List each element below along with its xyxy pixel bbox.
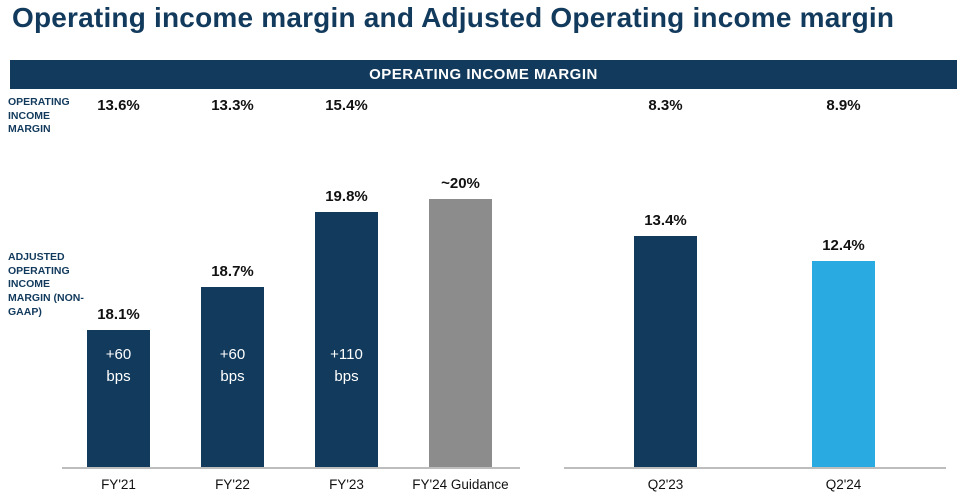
- axis-baseline-1: [62, 467, 520, 469]
- operating-margin-value-q2-24: 8.9%: [826, 97, 861, 114]
- bps-annotation-line: bps: [334, 367, 359, 385]
- bar-value-fy-21: 18.1%: [97, 306, 140, 323]
- bps-annotation-fy-23: +110 bps: [315, 344, 378, 388]
- bar-value-q2-24: 12.4%: [822, 237, 865, 254]
- bps-annotation-fy-22: +60 bps: [201, 344, 264, 388]
- operating-margin-value-fy-23: 15.4%: [325, 97, 368, 114]
- axis-label-fy-21: FY'21: [101, 477, 136, 492]
- bps-annotation-fy-21: +60 bps: [87, 344, 150, 388]
- operating-margin-value-fy-22: 13.3%: [211, 97, 254, 114]
- bar-fy-24-guidance: [429, 199, 492, 467]
- operating-margin-value-fy-21: 13.6%: [97, 97, 140, 114]
- bps-annotation-line: +60: [105, 346, 132, 363]
- axis-baseline-2: [564, 467, 946, 469]
- axis-label-q2-23: Q2'23: [647, 477, 684, 492]
- bps-annotation-line: +60: [219, 346, 246, 363]
- bar-q2-23: [634, 236, 697, 467]
- bps-annotation-line: bps: [106, 367, 131, 385]
- axis-label-fy-22: FY'22: [215, 477, 250, 492]
- bar-fy-21: [87, 330, 150, 467]
- bar-fy-22: [201, 287, 264, 467]
- operating-margin-value-q2-23: 8.3%: [648, 97, 683, 114]
- bar-q2-24: [812, 261, 875, 467]
- bps-annotation-line: bps: [220, 367, 245, 385]
- bar-value-fy-23: 19.8%: [325, 188, 368, 205]
- bps-annotation-line: +110: [330, 346, 363, 363]
- axis-label-fy-23: FY'23: [329, 477, 364, 492]
- bar-value-fy-24-guidance: ~20%: [441, 175, 480, 192]
- axis-label-fy-24-guidance: FY'24 Guidance: [412, 477, 509, 492]
- bar-value-fy-22: 18.7%: [211, 263, 254, 280]
- section-banner: OPERATING INCOME MARGIN: [10, 60, 957, 89]
- adjusted-operating-income-margin-row-label: ADJUSTED OPERATING INCOME MARGIN (NON-GA…: [8, 251, 84, 318]
- page-title: Operating income margin and Adjusted Ope…: [12, 2, 895, 33]
- axis-label-q2-24: Q2'24: [825, 477, 862, 492]
- bar-value-q2-23: 13.4%: [644, 212, 687, 229]
- section-banner-label: OPERATING INCOME MARGIN: [369, 66, 598, 83]
- bar-fy-23: [315, 212, 378, 467]
- operating-income-margin-row-label: OPERATING INCOME MARGIN: [8, 96, 70, 136]
